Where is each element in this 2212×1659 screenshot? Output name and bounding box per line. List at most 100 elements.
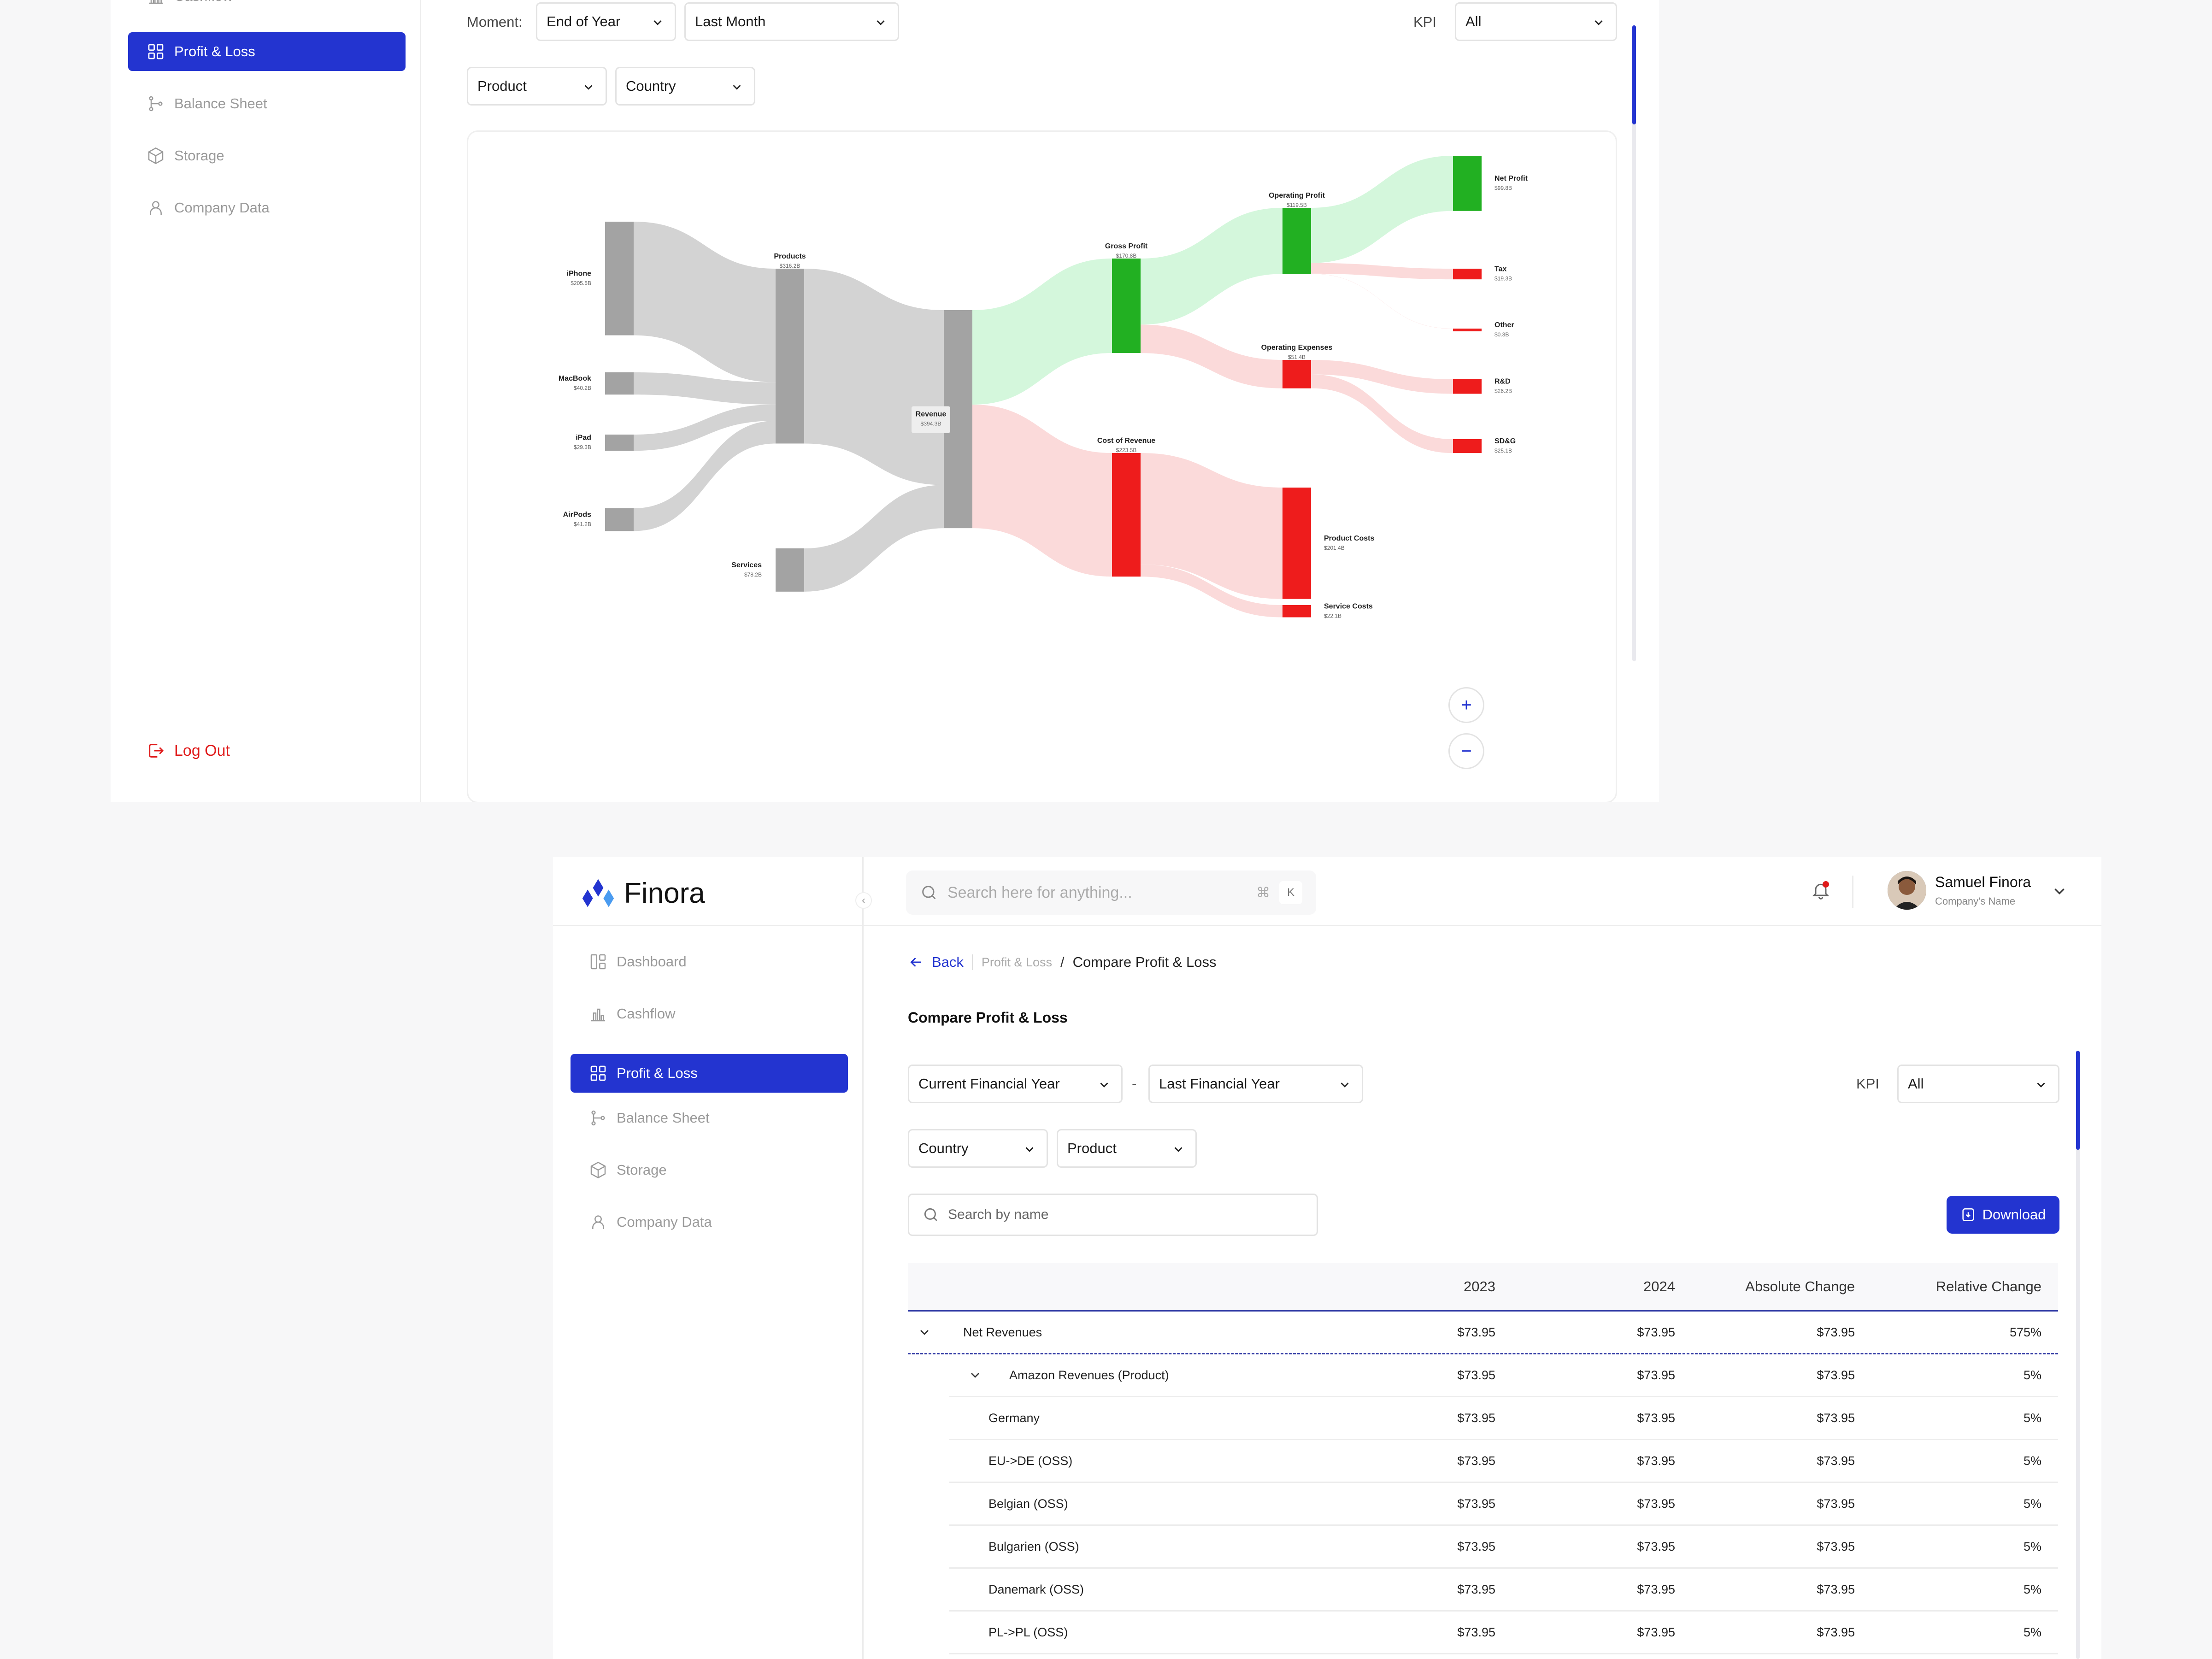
- chevron-down-icon: [584, 85, 593, 90]
- bar-chart-icon: [147, 0, 165, 6]
- sankey-link-ipad-to-products[interactable]: [634, 404, 776, 451]
- sankey-node-operating-profit[interactable]: [1282, 208, 1311, 274]
- sankey-link-operating-expenses-to-sd-g[interactable]: [1311, 374, 1453, 453]
- product-select[interactable]: Product: [1057, 1129, 1197, 1168]
- global-search[interactable]: Search here for anything... ⌘ K: [906, 871, 1316, 915]
- avatar[interactable]: [1888, 871, 1926, 910]
- sankey-link-services-to-revenue[interactable]: [804, 485, 944, 592]
- product-select[interactable]: Product: [467, 67, 607, 106]
- sankey-node-net-profit[interactable]: [1453, 156, 1482, 211]
- zoom-in-button[interactable]: +: [1448, 687, 1484, 723]
- sankey-node-services[interactable]: [776, 548, 804, 592]
- kpi-select[interactable]: All: [1455, 2, 1617, 41]
- sidebar-item-balance-sheet[interactable]: Balance Sheet: [128, 84, 406, 123]
- sidebar-item-cashflow[interactable]: Cashflow: [128, 0, 406, 10]
- sankey-node-cost-of-revenue[interactable]: [1112, 453, 1141, 577]
- sankey-link-gross-profit-to-operating-profit[interactable]: [1141, 208, 1282, 325]
- chevron-down-icon[interactable]: [2051, 882, 2068, 900]
- sankey-node-macbook[interactable]: [605, 372, 634, 395]
- period-select[interactable]: Last Month: [684, 2, 899, 41]
- table-row[interactable]: Danemark (OSS) $73.95 $73.95 $73.95 5%: [949, 1569, 2058, 1612]
- sankey-node-tax[interactable]: [1453, 269, 1482, 280]
- table-row[interactable]: EU->DE (OSS) $73.95 $73.95 $73.95 5%: [949, 1440, 2058, 1483]
- table-row[interactable]: Net Revenues $73.95 $73.95 $73.95 575%: [908, 1312, 2058, 1354]
- sankey-node-service-costs[interactable]: [1282, 605, 1311, 618]
- column-header-2023[interactable]: 2023: [1464, 1278, 1495, 1294]
- sankey-node-r-d[interactable]: [1453, 379, 1482, 394]
- chevron-down-icon: [1594, 20, 1603, 25]
- table-row[interactable]: Germany $73.95 $73.95 $73.95 5%: [949, 1397, 2058, 1440]
- sidebar-item-profit-loss[interactable]: Profit & Loss: [128, 32, 406, 71]
- period-a-select[interactable]: Current Financial Year: [908, 1065, 1123, 1103]
- table-header: 2023 2024 Absolute Change Relative Chang…: [908, 1263, 2058, 1312]
- scrollbar-thumb[interactable]: [2076, 1051, 2080, 1150]
- sidebar-item-balance-sheet[interactable]: Balance Sheet: [571, 1099, 848, 1137]
- sankey-node-ipad[interactable]: [605, 435, 634, 451]
- table-row[interactable]: Belgian (OSS) $73.95 $73.95 $73.95 5%: [949, 1483, 2058, 1526]
- cell-2023: $73.95: [1457, 1411, 1495, 1425]
- period-b-select[interactable]: Last Financial Year: [1148, 1065, 1363, 1103]
- sankey-link-airpods-to-products[interactable]: [634, 421, 776, 531]
- table-row[interactable]: PL->PL (OSS) $73.95 $73.95 $73.95 5%: [949, 1612, 2058, 1654]
- grid-icon: [589, 1064, 607, 1082]
- bar-chart-icon: [589, 1005, 607, 1023]
- moment-select[interactable]: End of Year: [536, 2, 676, 41]
- country-select[interactable]: Country: [908, 1129, 1048, 1168]
- shortcut-cmd: ⌘: [1256, 885, 1270, 900]
- sankey-link-operating-profit-to-net-profit[interactable]: [1311, 156, 1453, 263]
- scrollbar-thumb[interactable]: [1632, 25, 1636, 124]
- sidebar-item-label: Profit & Loss: [174, 43, 255, 59]
- sankey-link-operating-profit-to-tax[interactable]: [1311, 263, 1453, 280]
- sankey-link-gross-profit-to-operating-expenses[interactable]: [1141, 324, 1282, 388]
- sankey-node-gross-profit[interactable]: [1112, 259, 1141, 353]
- sankey-node-airpods[interactable]: [605, 508, 634, 531]
- back-link[interactable]: Back: [908, 954, 964, 971]
- table-row[interactable]: Bulgarien (OSS) $73.95 $73.95 $73.95 5%: [949, 1526, 2058, 1569]
- sankey-link-operating-profit-to-other[interactable]: [1311, 273, 1453, 329]
- sankey-node-other[interactable]: [1453, 329, 1482, 331]
- sankey-node-iphone[interactable]: [605, 222, 634, 335]
- brand-name: Finora: [624, 877, 705, 909]
- sidebar-item-dashboard[interactable]: Dashboard: [571, 942, 848, 981]
- cell-2024: $73.95: [1637, 1453, 1675, 1468]
- sankey-node-sd-g[interactable]: [1453, 439, 1482, 453]
- sankey-link-cost-of-revenue-to-service-costs[interactable]: [1141, 564, 1282, 618]
- table-search-input[interactable]: Search by name: [908, 1194, 1318, 1236]
- zoom-out-button[interactable]: −: [1448, 733, 1484, 769]
- sankey-node-operating-expenses[interactable]: [1282, 360, 1311, 388]
- breadcrumb-parent[interactable]: Profit & Loss: [981, 955, 1052, 969]
- sankey-link-macbook-to-products[interactable]: [634, 372, 776, 405]
- kpi-select[interactable]: All: [1897, 1065, 2059, 1103]
- sidebar-item-cashflow[interactable]: Cashflow: [571, 994, 848, 1033]
- box-icon: [589, 1161, 607, 1179]
- sidebar-item-storage[interactable]: Storage: [128, 136, 406, 175]
- download-button[interactable]: Download: [1947, 1196, 2059, 1234]
- expand-chevron-icon[interactable]: [917, 1312, 932, 1353]
- sidebar-item-company-data[interactable]: Company Data: [571, 1203, 848, 1241]
- sidebar-item-profit-loss[interactable]: Profit & Loss: [571, 1054, 848, 1093]
- sankey-link-operating-expenses-to-r-d[interactable]: [1311, 360, 1453, 394]
- column-header-2024[interactable]: 2024: [1643, 1278, 1675, 1294]
- sankey-link-revenue-to-gross-profit[interactable]: [972, 259, 1112, 405]
- country-select[interactable]: Country: [615, 67, 755, 106]
- sidebar-item-storage[interactable]: Storage: [571, 1151, 848, 1189]
- column-header-absolute-change[interactable]: Absolute Change: [1745, 1278, 1855, 1294]
- logout-button[interactable]: Log Out: [128, 731, 406, 770]
- sankey-node-products[interactable]: [776, 269, 804, 444]
- sankey-link-revenue-to-cost-of-revenue[interactable]: [972, 404, 1112, 577]
- sankey-link-products-to-revenue[interactable]: [804, 269, 944, 485]
- compare-table: 2023 2024 Absolute Change Relative Chang…: [908, 1263, 2058, 1654]
- sankey-link-iphone-to-products[interactable]: [634, 222, 776, 382]
- column-header-relative-change[interactable]: Relative Change: [1936, 1278, 2041, 1294]
- scrollbar[interactable]: [2076, 1051, 2080, 1659]
- table-row[interactable]: Amazon Revenues (Product) $73.95 $73.95 $73…: [949, 1354, 2058, 1397]
- sankey-node-label: Operating Profit: [1269, 192, 1325, 200]
- scrollbar[interactable]: [1632, 25, 1636, 661]
- notification-bell-icon[interactable]: [1811, 880, 1831, 900]
- collapse-sidebar-button[interactable]: ‹: [855, 892, 872, 909]
- sidebar-item-company-data[interactable]: Company Data: [128, 188, 406, 227]
- sankey-node-product-costs[interactable]: [1282, 488, 1311, 599]
- expand-chevron-icon[interactable]: [968, 1354, 982, 1396]
- cell-2023: $73.95: [1457, 1325, 1495, 1339]
- sankey-link-cost-of-revenue-to-product-costs[interactable]: [1141, 453, 1282, 599]
